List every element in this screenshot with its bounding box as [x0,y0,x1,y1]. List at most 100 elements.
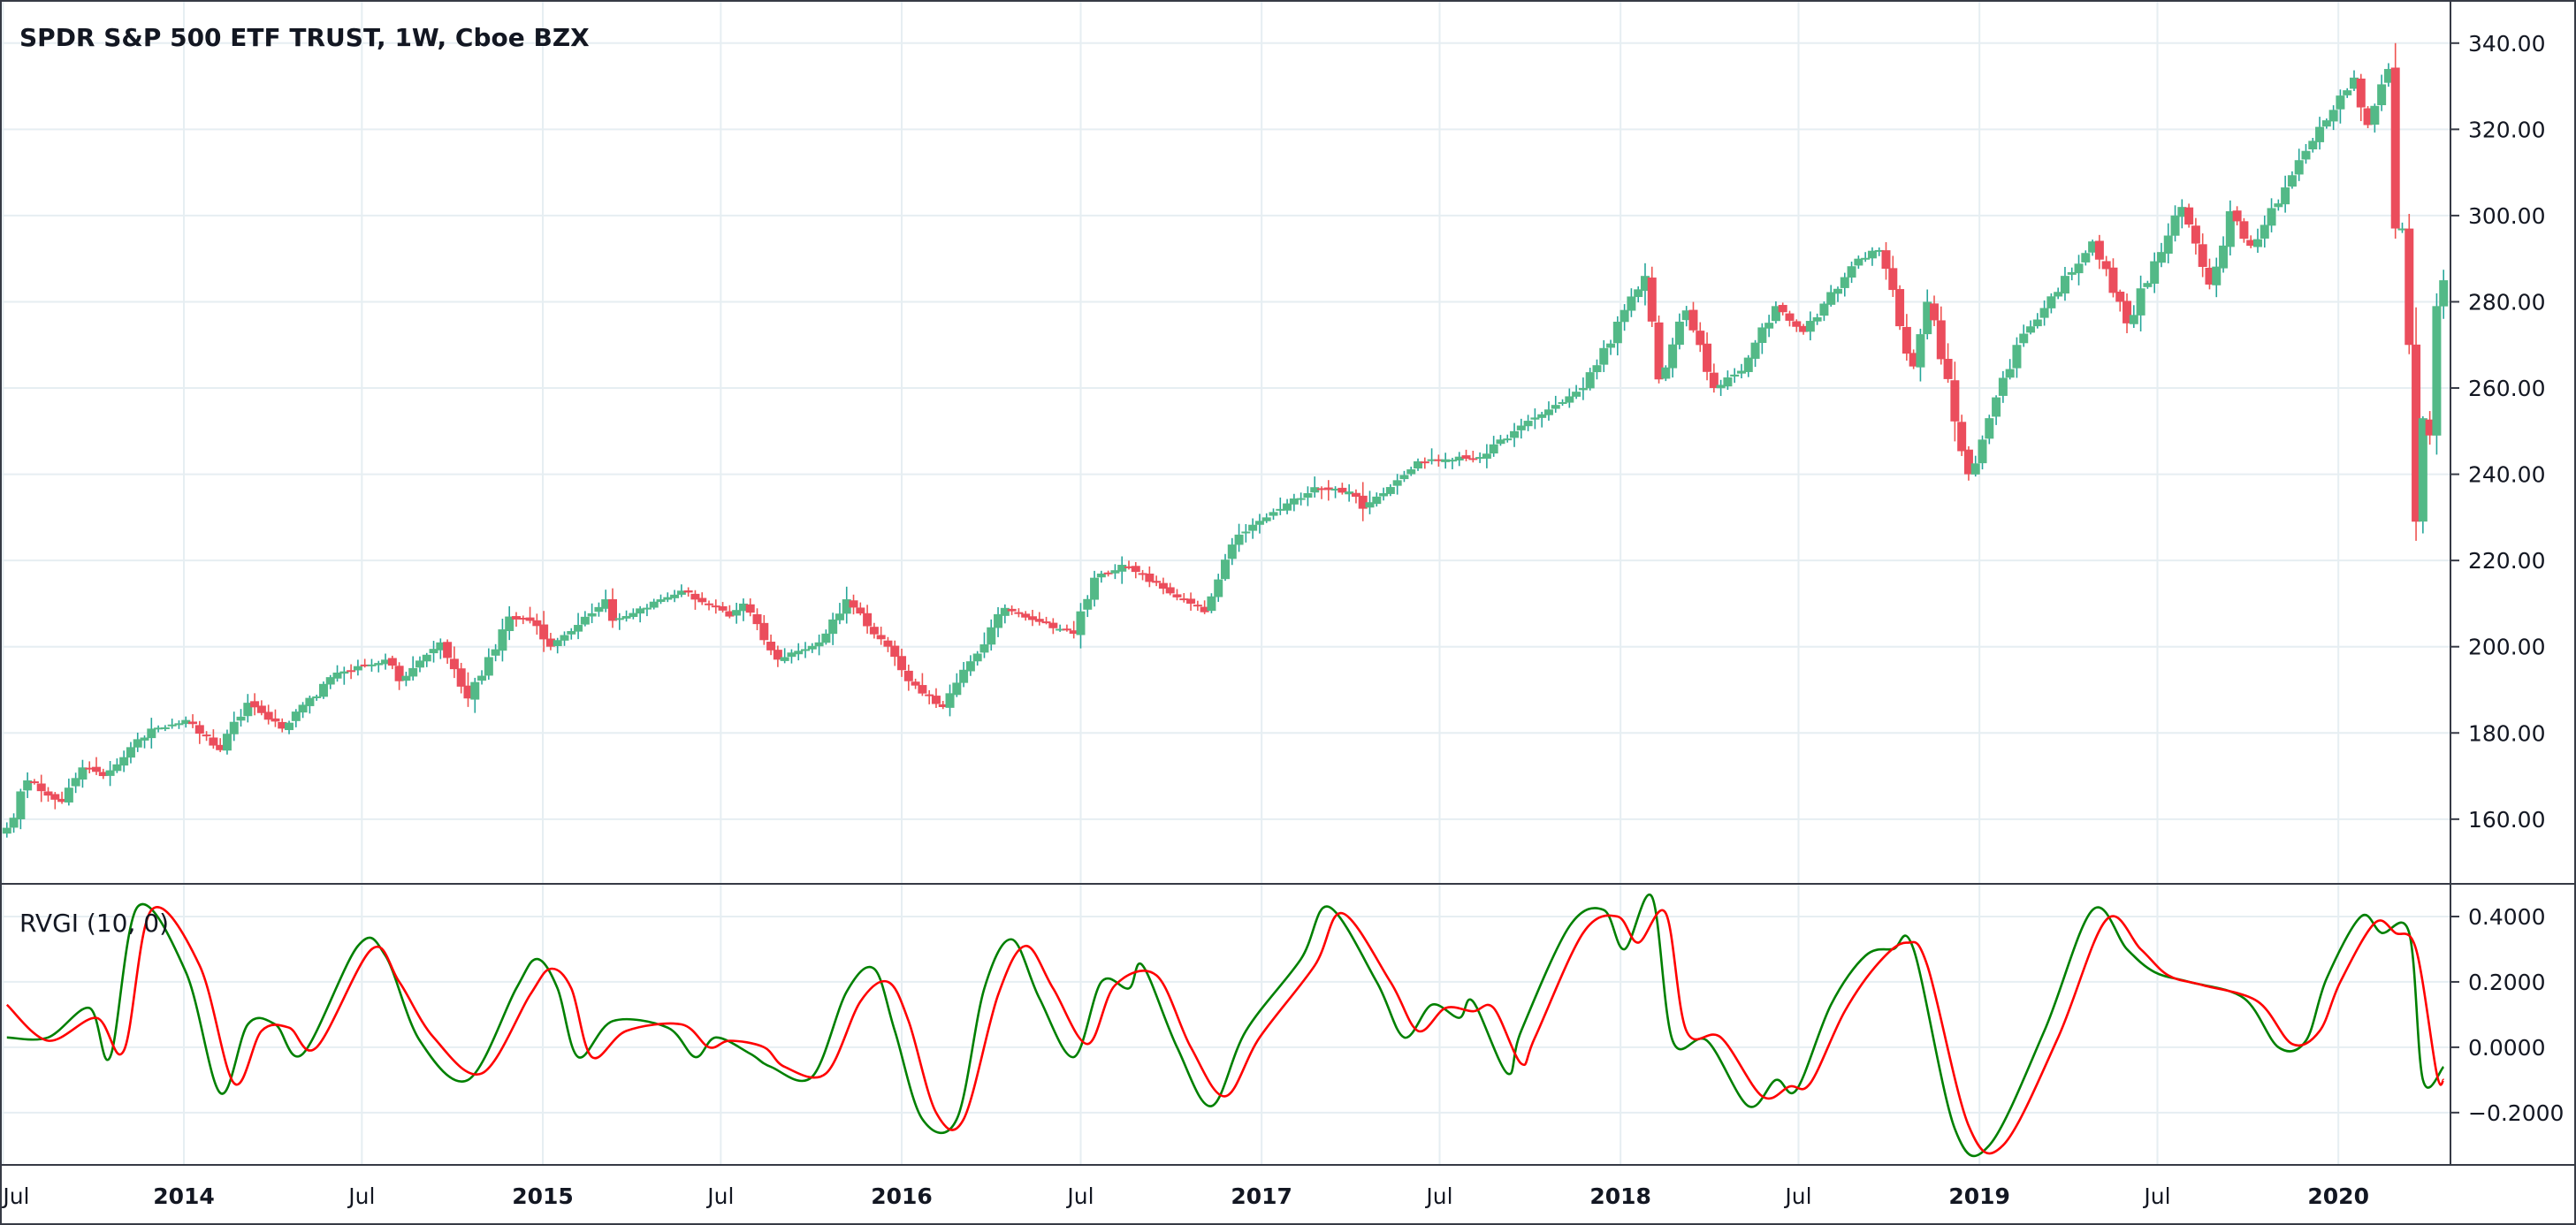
candle-body [676,590,686,595]
candle-body [50,794,60,800]
candle-body [2274,203,2283,208]
candle-body [1840,277,1849,288]
candle-body [690,593,700,600]
candle-body [856,607,865,614]
candle-body [773,650,782,660]
candle-body [1599,347,1609,365]
candle-body [1799,325,1809,332]
candle-body [2143,283,2153,287]
candle-body [1358,495,1368,509]
candle-body [745,604,755,613]
candle-body [291,711,301,721]
candle-body [1551,405,1560,409]
candle-body [567,631,576,635]
candle-body [1572,392,1581,397]
candle-body [2156,252,2166,263]
candle-body [1854,258,1863,266]
candle-body [332,672,342,679]
candle-body [925,694,934,696]
candle-body [807,645,817,650]
candle-body [663,597,673,600]
candle-body [1276,508,1285,511]
candle-body [1998,377,2008,396]
candle-body [1076,611,1086,635]
candle-body [2308,141,2318,149]
candle-body [1186,598,1196,605]
candle-body [1482,453,1491,459]
candle-body [2177,207,2187,217]
candle-body [1819,303,1829,316]
candle-body [1730,374,1740,377]
candle-body [1950,380,1960,422]
candle-body [1323,487,1333,491]
candle-body [285,722,294,731]
candle-body [126,747,135,758]
candle-body [752,613,762,625]
y-tick-label: 0.2000 [2468,970,2545,995]
candle-body [1764,323,1774,329]
candle-body [318,683,328,697]
x-tick-label: 2014 [153,1183,215,1209]
candle-body [1283,503,1292,511]
candle-body [1510,430,1520,438]
candle-body [1241,531,1251,534]
candle-body [608,598,617,621]
candle-body [2115,291,2125,302]
price-scale: 160.00 180.00 200.00 220.00 240.00 260.00 280.… [2450,31,2545,833]
x-tick-label: 2017 [1231,1183,1292,1209]
candle-body [1620,309,1629,323]
candle-body [1985,418,1994,439]
candle-body [1943,359,1953,379]
candle-body [1916,334,1925,368]
candle-body [498,629,507,651]
candle-body [1696,331,1705,346]
candle-body [202,734,211,737]
candle-body [787,652,796,658]
candle-body [1930,303,1940,321]
candle-body [64,788,73,803]
candle-body [92,766,102,772]
candle-body [1833,288,1842,294]
candle-body [174,723,184,726]
candle-body [1392,480,1402,486]
candle-body [1117,565,1127,572]
candle-body [2232,210,2242,222]
candle-body [1165,587,1175,594]
candle-body [1372,496,1382,505]
candle-body [1627,296,1636,311]
candle-body [2005,369,2015,378]
candle-body [2321,120,2331,127]
candle-body [23,780,33,791]
candle-body [1406,469,1416,475]
candle-body [869,627,879,635]
candle-body [2081,253,2091,262]
candle-body [2439,280,2449,307]
candle-body [1496,439,1505,445]
candle-body [2377,84,2387,105]
x-tick-label: Jul [347,1183,375,1209]
candle-body [2212,266,2222,285]
candle-body [1688,309,1698,331]
candle-body [1578,388,1588,391]
candle-body [105,770,115,776]
candle-body [85,767,95,770]
candle-body [2267,208,2276,226]
candle-body [1881,250,1891,270]
candle-body [1041,621,1051,624]
candle-body [580,616,590,625]
candle-body [278,721,287,729]
candle-body [1847,266,1856,278]
candle-body [2123,301,2132,323]
candle-body [2315,126,2325,142]
time-scale: Jul 2014 Jul 2015 Jul 2016 Jul 2017 Jul 2018 Jul 20… [1,1183,2369,1209]
candle-body [1200,606,1209,612]
candle-body [2067,271,2077,275]
candle-body [2412,344,2421,522]
candle-body [614,618,624,620]
candle-body [415,660,424,668]
candle-body [656,599,666,603]
candle-body [2170,215,2180,236]
candle-body [36,783,46,792]
candle-body [1902,326,1911,354]
